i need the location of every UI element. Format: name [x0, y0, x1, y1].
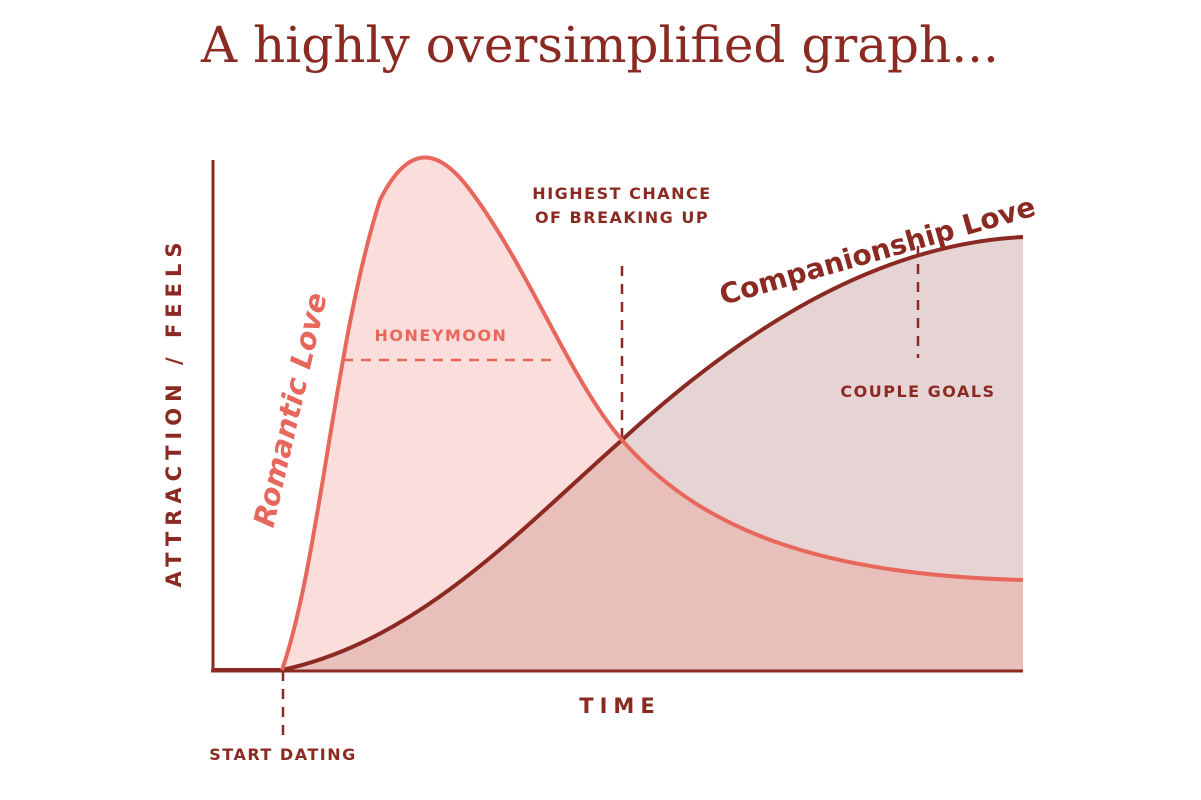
breakup-label-line-1: HIGHEST CHANCE: [532, 184, 711, 203]
overlap-area: [282, 440, 1023, 670]
y-axis-label: ATTRACTION / FEELS: [162, 237, 186, 588]
breakup-label-line-2: OF BREAKING UP: [535, 208, 709, 227]
x-axis-label: TIME: [579, 694, 660, 718]
romantic-love-line: [280, 155, 1024, 671]
chart-title: A highly oversimplified graph...: [200, 16, 999, 74]
honeymoon-label: HONEYMOON: [375, 326, 508, 345]
romantic-love-area: [282, 157, 1023, 670]
start-dating-label: START DATING: [209, 745, 356, 764]
couple-goals-label: COUPLE GOALS: [840, 382, 995, 401]
